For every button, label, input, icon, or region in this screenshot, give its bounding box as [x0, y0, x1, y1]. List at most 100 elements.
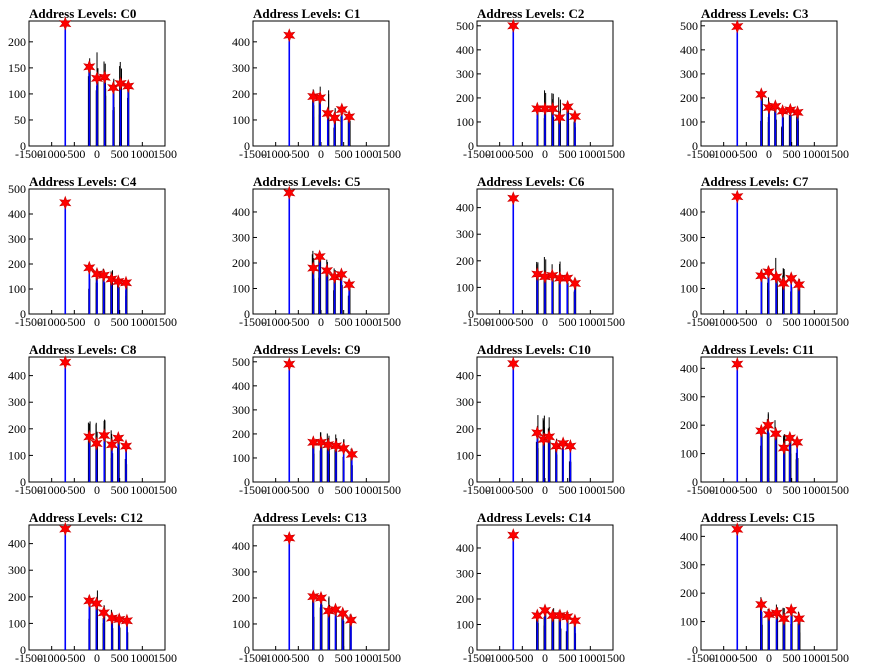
x-tick-label: 1000 [578, 315, 602, 329]
peak-marker [770, 269, 783, 285]
y-tick-label: 0 [244, 643, 250, 657]
y-tick-label: 100 [456, 280, 474, 294]
chart-panel: Address Levels: C7 0 100 200 300 400 -1500 -100… [672, 168, 896, 336]
peak-marker [59, 355, 72, 370]
chart-panel: Address Levels: C3 0 100 200 300 400 500 -1500-… [672, 0, 896, 168]
x-tick-label: 500 [335, 315, 353, 329]
chart-svg: Address Levels: C13 0 100 200 300 400 -1500-10… [232, 510, 401, 665]
peak-marker [329, 438, 343, 454]
x-tick-label: -1000 [38, 483, 66, 497]
x-tick-label: 500 [111, 315, 129, 329]
x-tick-label: -1000 [262, 315, 290, 329]
x-tick-label: 500 [559, 483, 577, 497]
y-tick-label: 100 [456, 448, 474, 462]
peak-marker [561, 99, 574, 114]
x-tick-label: 500 [559, 651, 577, 665]
chart-svg: Address Levels: C90100200300400500-1500-… [232, 342, 401, 497]
x-tick-label: -1000 [710, 147, 738, 161]
y-tick-label: 200 [680, 586, 698, 600]
peak-marker [344, 612, 358, 628]
x-tick-label: 0 [318, 651, 324, 665]
x-tick-label: 500 [783, 315, 801, 329]
x-tick-label: 0 [542, 651, 548, 665]
y-tick-label: 400 [232, 539, 250, 553]
peak-marker [507, 528, 520, 543]
x-tick-label: 1000 [354, 483, 378, 497]
y-tick-label: 100 [232, 451, 250, 465]
y-tick-label: 400 [232, 35, 250, 49]
y-tick-label: 200 [8, 590, 26, 604]
y-tick-label: 300 [680, 67, 698, 81]
peak-marker [335, 267, 348, 282]
peak-marker [755, 87, 768, 102]
peak-marker [761, 418, 775, 433]
x-tick-label: -500 [63, 483, 85, 497]
chart-title: Address Levels: C4 [29, 174, 137, 189]
x-tick-label: 0 [318, 147, 324, 161]
x-tick-label: -1500 [687, 147, 715, 161]
x-tick-label: 0 [542, 315, 548, 329]
y-tick-label: 200 [680, 91, 698, 105]
peak-marker [568, 109, 582, 124]
x-tick-label: 500 [111, 147, 129, 161]
peak-marker [119, 439, 133, 454]
peak-marker [538, 101, 552, 116]
chart-svg: Address Levels: C5 0 100 200 300 400 -1500-100… [232, 174, 401, 329]
y-tick-label: 200 [680, 418, 698, 432]
x-tick-label: 500 [335, 147, 353, 161]
y-tick-label: 100 [8, 448, 26, 462]
x-tick-label: -500 [735, 651, 757, 665]
chart-svg: Address Levels: C30100200300400500-1500-… [680, 6, 849, 161]
y-tick-label: 300 [680, 558, 698, 572]
y-tick-label: 400 [456, 43, 474, 57]
x-tick-label: 1500 [601, 147, 625, 161]
peak-marker [546, 268, 559, 283]
peak-marker [546, 608, 559, 623]
peak-marker [731, 522, 744, 537]
x-tick-label: -1500 [463, 315, 491, 329]
x-tick-label: -500 [511, 651, 533, 665]
x-tick-label: -1000 [710, 651, 738, 665]
x-tick-label: 1500 [153, 315, 177, 329]
y-tick-label: 500 [456, 19, 474, 33]
x-tick-label: 500 [335, 483, 353, 497]
chart-panel: Address Levels: C10 0 100 200 300 400 -1500 -10… [448, 336, 672, 504]
x-tick-label: 1500 [153, 147, 177, 161]
x-tick-label: 0 [766, 147, 772, 161]
y-tick-label: 400 [680, 205, 698, 219]
x-tick-label: 0 [94, 147, 100, 161]
peak-marker [553, 110, 566, 125]
x-tick-label: -1000 [486, 483, 514, 497]
chart-panel: Address Levels: C6 0 100 200 300 400 -1500 -100… [448, 168, 672, 336]
x-tick-label: 500 [783, 651, 801, 665]
peak-marker [283, 357, 296, 372]
x-tick-label: -1000 [710, 315, 738, 329]
peak-marker [762, 264, 775, 279]
x-tick-label: -500 [287, 315, 309, 329]
peak-marker [59, 16, 72, 31]
peak-marker [561, 609, 574, 624]
x-tick-label: 1000 [130, 147, 154, 161]
chart-svg: Address Levels: C1 0 100 200 300 400 -1500-100… [232, 6, 401, 161]
x-tick-label: 0 [318, 315, 324, 329]
chart-title: Address Levels: C7 [701, 174, 809, 189]
peak-marker [792, 611, 806, 626]
peak-marker [322, 437, 335, 452]
x-tick-label: 1000 [578, 147, 602, 161]
x-tick-label: 1500 [377, 483, 401, 497]
peak-marker [507, 191, 520, 206]
chart-svg: Address Levels: C10 0 100 200 300 400 -1500-10… [456, 342, 625, 497]
chart-title: Address Levels: C0 [29, 6, 136, 21]
x-tick-label: -500 [735, 147, 757, 161]
x-tick-label: -1500 [239, 315, 267, 329]
peak-marker [568, 613, 582, 628]
y-tick-label: 0 [468, 139, 474, 153]
x-tick-label: -500 [735, 315, 757, 329]
x-tick-label: 0 [766, 651, 772, 665]
x-tick-label: 1000 [578, 651, 602, 665]
y-tick-label: 400 [456, 201, 474, 215]
peak-marker [283, 185, 296, 200]
x-tick-label: 1000 [354, 651, 378, 665]
y-tick-label: 0 [20, 643, 26, 657]
y-tick-label: 100 [8, 282, 26, 296]
